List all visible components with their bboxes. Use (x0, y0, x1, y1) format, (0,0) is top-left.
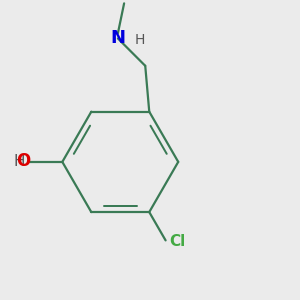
Text: H: H (14, 154, 25, 169)
Text: Cl: Cl (169, 234, 185, 249)
Text: O: O (16, 152, 30, 170)
Text: N: N (110, 29, 125, 47)
Text: H: H (134, 33, 145, 47)
